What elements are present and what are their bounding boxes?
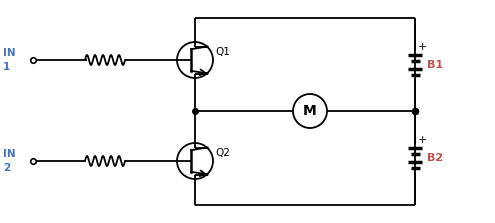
Text: +: + — [418, 41, 427, 52]
Text: B2: B2 — [427, 153, 443, 163]
Text: Q2: Q2 — [215, 148, 230, 158]
Text: M: M — [303, 104, 317, 118]
Text: +: + — [418, 135, 427, 145]
Text: IN: IN — [3, 48, 16, 58]
Text: IN: IN — [3, 149, 16, 159]
Text: B1: B1 — [427, 60, 443, 70]
Text: Q1: Q1 — [215, 47, 230, 57]
Text: 1: 1 — [3, 62, 10, 72]
Text: 2: 2 — [3, 163, 10, 173]
